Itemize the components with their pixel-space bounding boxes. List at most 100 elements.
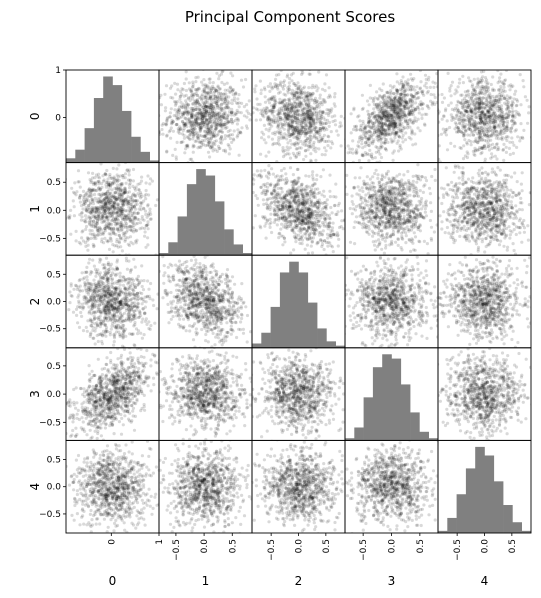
scatter-point bbox=[223, 116, 227, 120]
scatter-point bbox=[124, 222, 129, 226]
scatter-point bbox=[82, 200, 86, 204]
scatter-point bbox=[116, 245, 120, 249]
scatter-point bbox=[363, 127, 368, 131]
scatter-point bbox=[393, 124, 397, 128]
scatter-point bbox=[483, 116, 487, 120]
scatter-point bbox=[489, 104, 493, 108]
scatter-point bbox=[478, 98, 482, 102]
scatter-point bbox=[123, 191, 127, 195]
scatter-point bbox=[95, 225, 99, 229]
scatter-point bbox=[392, 91, 396, 96]
scatter-point bbox=[190, 113, 194, 117]
scatter-point bbox=[500, 80, 504, 84]
scatter-point bbox=[187, 119, 192, 123]
scatter-point bbox=[490, 129, 494, 133]
scatter-point bbox=[308, 134, 312, 138]
scatter-point bbox=[300, 209, 304, 213]
scatter-point bbox=[94, 221, 98, 225]
scatter-point bbox=[120, 193, 124, 197]
scatter-point bbox=[195, 93, 200, 97]
scatter-point bbox=[388, 121, 392, 125]
scatter-point bbox=[142, 199, 146, 203]
scatter-point bbox=[112, 176, 116, 180]
scatter-point bbox=[488, 114, 492, 118]
scatter-point bbox=[93, 215, 97, 219]
scatter-point bbox=[297, 130, 301, 134]
scatter-point bbox=[84, 208, 88, 212]
scatter-point bbox=[492, 119, 496, 123]
scatter-point bbox=[118, 206, 122, 210]
scatter-point bbox=[499, 115, 503, 120]
scatter-point bbox=[316, 223, 321, 227]
scatter-point bbox=[500, 118, 504, 123]
scatter-point bbox=[264, 106, 269, 110]
scatter-point bbox=[410, 111, 415, 115]
panel-1-2 bbox=[251, 162, 346, 256]
scatter-point bbox=[491, 88, 495, 93]
scatter-point bbox=[202, 103, 206, 107]
scatter-point bbox=[390, 99, 394, 103]
scatter-point bbox=[98, 188, 102, 192]
scatter-point bbox=[116, 188, 120, 192]
scatter-point bbox=[191, 102, 195, 106]
scatter-point bbox=[309, 144, 313, 148]
scatter-point bbox=[209, 95, 213, 99]
scatter-point bbox=[111, 250, 115, 254]
scatter-point bbox=[212, 120, 217, 124]
scatter-point bbox=[215, 149, 219, 153]
scatter-point bbox=[297, 132, 301, 136]
scatter-point bbox=[508, 140, 512, 144]
scatter-point bbox=[271, 107, 275, 111]
scatter-point bbox=[510, 110, 514, 114]
scatter-point bbox=[303, 124, 307, 128]
scatter-point bbox=[134, 241, 138, 245]
scatter-point bbox=[334, 212, 338, 216]
scatter-point bbox=[316, 200, 320, 204]
scatter-point bbox=[170, 84, 174, 88]
scatter-point bbox=[381, 101, 385, 105]
scatter-point bbox=[279, 136, 283, 140]
scatter-point bbox=[232, 113, 236, 117]
scatter-point bbox=[499, 136, 503, 141]
scatter-point bbox=[306, 114, 310, 118]
scatter-point bbox=[488, 122, 492, 127]
scatter-point bbox=[381, 116, 385, 120]
scatter-point bbox=[165, 118, 169, 122]
scatter-point bbox=[295, 137, 299, 141]
scatter-point bbox=[323, 153, 327, 157]
scatter-point bbox=[371, 111, 375, 115]
hist-bar bbox=[66, 158, 76, 163]
scatter-point bbox=[125, 230, 129, 234]
scatter-point bbox=[101, 191, 105, 196]
scatter-point bbox=[495, 94, 499, 98]
scatter-point bbox=[457, 44, 460, 47]
scatter-point bbox=[279, 80, 283, 84]
scatter-point bbox=[117, 178, 121, 182]
scatter-point bbox=[195, 88, 199, 92]
scatter-point bbox=[389, 102, 393, 106]
scatter-point bbox=[354, 124, 358, 128]
scatter-point bbox=[95, 208, 99, 212]
scatter-point bbox=[276, 214, 280, 218]
scatter-point bbox=[310, 210, 314, 214]
scatter-point bbox=[114, 217, 118, 221]
scatter-point bbox=[317, 202, 321, 206]
scatter-point bbox=[287, 199, 291, 203]
scatter-point bbox=[316, 86, 320, 90]
scatter-point bbox=[404, 99, 408, 103]
scatter-point bbox=[522, 128, 526, 132]
scatter-point bbox=[292, 82, 296, 86]
scatter-point bbox=[499, 84, 503, 89]
scatter-point bbox=[182, 123, 186, 128]
scatter-point bbox=[406, 93, 410, 97]
scatter-point bbox=[403, 89, 407, 93]
scatter-point bbox=[314, 203, 318, 207]
scatter-point bbox=[105, 214, 110, 218]
scatter-point bbox=[186, 135, 190, 140]
scatter-point bbox=[127, 212, 131, 216]
scatter-point bbox=[285, 101, 289, 106]
scatter-point bbox=[107, 204, 111, 208]
scatter-point bbox=[381, 82, 385, 86]
scatter-point bbox=[207, 121, 211, 125]
scatter-point bbox=[90, 188, 94, 193]
